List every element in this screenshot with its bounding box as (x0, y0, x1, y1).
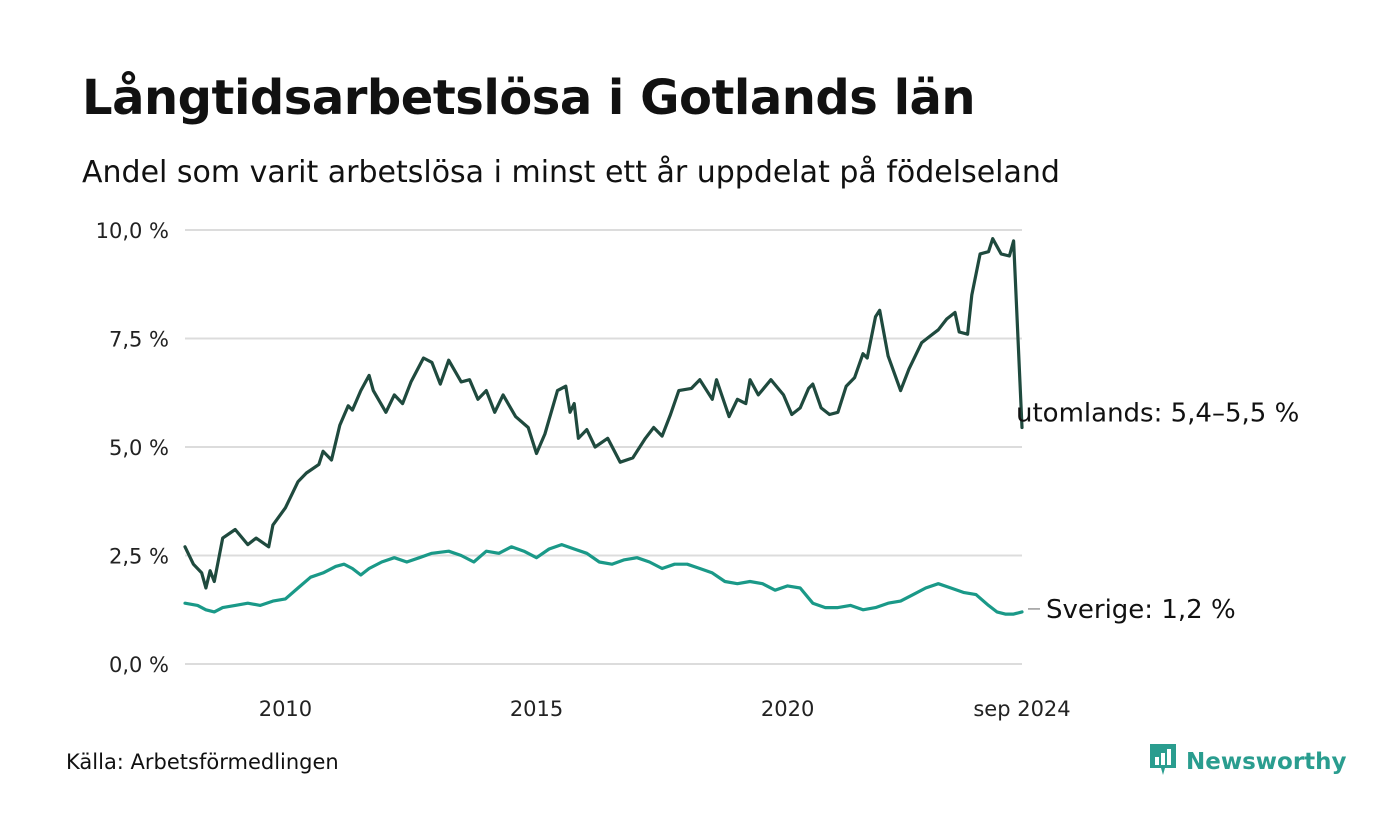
series-lines (183, 237, 1024, 616)
x-tick-label: sep 2024 (973, 697, 1070, 721)
y-tick-label: 2,5 % (109, 545, 169, 569)
x-tick-label: 2020 (761, 697, 814, 721)
chart-title: Långtidsarbetslösa i Gotlands län (82, 70, 976, 126)
brand-name: Newsworthy (1186, 749, 1347, 775)
chart-subtitle: Andel som varit arbetslösa i minst ett å… (82, 155, 1060, 190)
end-label-utomlands: utomlands: 5,4–5,5 % (1016, 398, 1299, 428)
y-axis-tick-labels: 0,0 % 2,5 % 5,0 % 7,5 % 10,0 % (96, 219, 169, 677)
y-tick-label: 5,0 % (109, 436, 169, 460)
newsworthy-logo: Newsworthy (1148, 742, 1347, 782)
x-tick-label: 2010 (259, 697, 312, 721)
end-label-sverige: Sverige: 1,2 % (1046, 595, 1236, 625)
y-tick-label: 10,0 % (96, 219, 169, 243)
x-tick-label: 2015 (510, 697, 563, 721)
y-tick-label: 0,0 % (109, 653, 169, 677)
grid-lines (185, 229, 1022, 665)
series-line-utomlands (183, 237, 1024, 590)
newsworthy-chart-icon (1148, 742, 1178, 782)
x-axis-tick-labels: 2010 2015 2020 sep 2024 (259, 697, 1071, 721)
source-note: Källa: Arbetsförmedlingen (66, 750, 339, 774)
series-line-sverige (183, 543, 1024, 616)
y-tick-label: 7,5 % (109, 328, 169, 352)
series-end-labels: utomlands: 5,4–5,5 % Sverige: 1,2 % (1016, 398, 1299, 624)
